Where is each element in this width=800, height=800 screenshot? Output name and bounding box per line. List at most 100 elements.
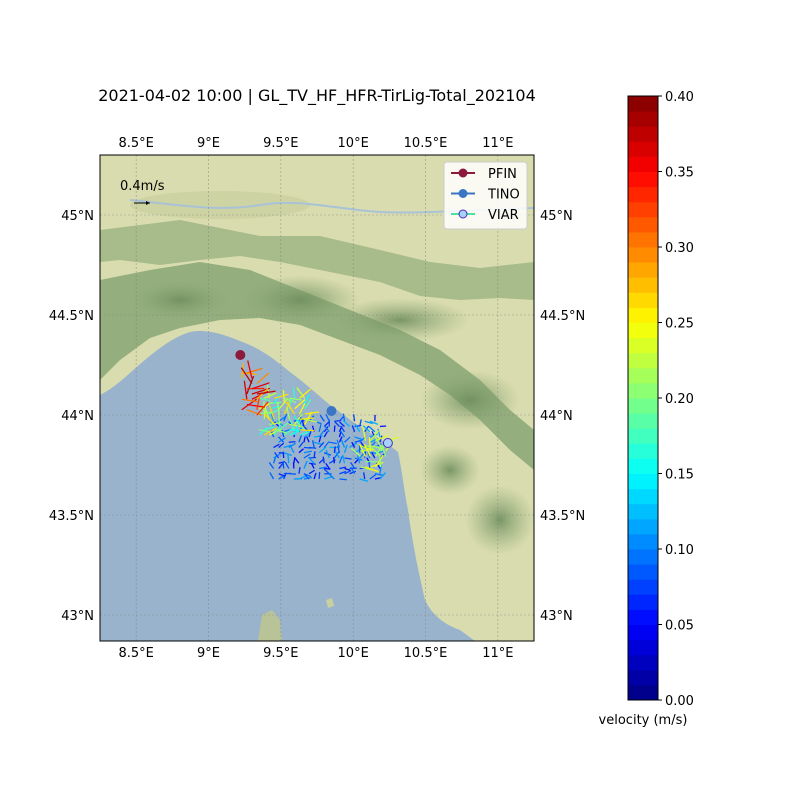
current-vector: [339, 470, 347, 475]
current-vector: [337, 445, 341, 453]
current-vector: [374, 473, 383, 476]
current-vector: [336, 439, 341, 448]
current-vector: [342, 454, 346, 464]
current-vector: [246, 403, 265, 408]
current-vector: [313, 441, 323, 446]
legend-label: TINO: [487, 188, 520, 203]
colorbar-band: [628, 96, 658, 112]
map-panel[interactable]: 0.4m/s PFIN TINO VIAR: [100, 155, 535, 641]
current-vector: [241, 398, 258, 403]
current-vector: [363, 443, 372, 457]
current-vector: [354, 423, 361, 433]
current-vector: [299, 417, 314, 420]
current-vector: [299, 401, 307, 415]
current-vector: [299, 429, 315, 432]
current-vector: [371, 452, 376, 459]
colorbar-band: [628, 609, 658, 625]
colorbar-tick-label: 0.00: [665, 694, 694, 709]
current-vector: [332, 457, 336, 464]
current-vector: [286, 406, 291, 420]
current-vector: [258, 397, 271, 402]
current-vector: [264, 407, 270, 420]
current-vector: [256, 372, 270, 384]
current-vector: [278, 442, 285, 448]
colorbar-band: [628, 564, 658, 580]
colorbar-band: [628, 654, 658, 671]
current-vector: [319, 466, 327, 470]
current-vector: [306, 436, 310, 443]
lon-tick-label: 8.5°E: [118, 646, 153, 661]
current-vector: [298, 475, 308, 480]
current-vector: [283, 452, 292, 457]
current-vector: [246, 409, 263, 416]
current-vector: [351, 441, 356, 448]
current-vector: [328, 473, 335, 480]
current-vector: [379, 425, 387, 428]
current-vector: [323, 431, 328, 438]
current-vector: [334, 450, 340, 459]
colorbar-band: [628, 352, 658, 369]
lat-tick-label: 44.5°N: [49, 309, 94, 324]
quiver-key-arrowhead: [146, 201, 150, 205]
current-vector: [325, 414, 330, 422]
current-vector: [334, 421, 340, 427]
legend-marker: [458, 209, 468, 219]
colorbar-band: [628, 111, 658, 127]
colorbar-band: [628, 503, 658, 520]
current-vector: [374, 477, 382, 480]
map-frame: [99, 154, 535, 642]
current-vector: [324, 467, 331, 470]
current-vector: [289, 430, 300, 436]
current-vector: [295, 421, 306, 431]
current-vector: [246, 367, 263, 374]
colorbar-band: [628, 488, 658, 505]
island-capraia: [326, 598, 334, 608]
current-vector: [342, 413, 346, 422]
colorbar: 0.00 0.05 0.10 0.15 0.20 0.25 0.30 0.35 0.40 vel…: [599, 90, 694, 728]
current-vector: [342, 419, 350, 427]
current-vector: [278, 422, 289, 431]
colorbar-band: [628, 624, 658, 641]
current-vector: [323, 425, 329, 433]
current-vector: [256, 388, 269, 400]
current-vector: [371, 447, 382, 457]
current-vector: [287, 454, 290, 464]
colorbar-band: [628, 473, 658, 490]
current-vector: [294, 399, 306, 410]
colorbar-band: [628, 458, 658, 474]
current-vector: [339, 421, 345, 427]
current-vector: [350, 462, 356, 469]
current-vector: [322, 456, 325, 464]
current-vector: [296, 387, 306, 399]
current-vector: [288, 442, 296, 449]
current-vector: [318, 424, 322, 432]
current-vector: [333, 425, 336, 432]
colorbar-tick-label: 0.35: [665, 166, 694, 181]
legend-label: VIAR: [488, 208, 519, 223]
current-vector: [303, 436, 306, 443]
current-vector: [301, 420, 305, 427]
current-vector: [333, 451, 340, 459]
current-vector: [259, 429, 272, 433]
colorbar-band: [628, 292, 658, 308]
colorbar-band: [628, 382, 658, 399]
current-vector: [256, 392, 261, 410]
graticule: [100, 155, 534, 641]
colorbar-band: [628, 443, 658, 459]
legend: PFIN TINO VIAR: [443, 161, 528, 230]
current-vector: [339, 478, 347, 481]
lat-tick-label: 43.5°N: [540, 509, 585, 524]
colorbar-band: [628, 398, 658, 414]
current-vector: [340, 439, 346, 448]
current-vector: [263, 427, 278, 436]
current-vector: [338, 436, 343, 443]
colorbar-tick-label: 0.40: [665, 90, 694, 105]
station-viar: [382, 438, 393, 448]
current-vector: [323, 468, 330, 475]
colorbar-band: [628, 533, 658, 550]
colorbar-tick-label: 0.15: [665, 468, 694, 483]
current-vector: [308, 446, 317, 449]
lat-tick-label: 44.5°N: [540, 309, 585, 324]
current-vector: [289, 429, 300, 432]
current-vector: [285, 401, 296, 415]
